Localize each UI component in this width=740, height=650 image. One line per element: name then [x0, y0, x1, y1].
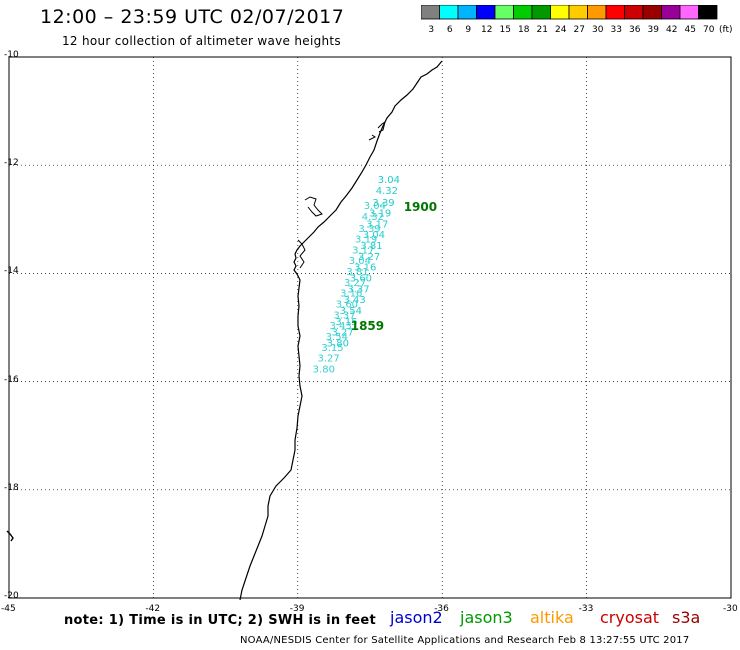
footer-note: note: 1) Time is in UTC; 2) SWH is in fe…: [64, 613, 376, 628]
wave-height-label: 3.27: [358, 252, 380, 263]
wave-height-label: 3.60: [350, 274, 372, 285]
coastline: [239, 60, 443, 601]
scale-unit-label: (ft): [719, 25, 733, 35]
altimeter-track: 3.044.323.393.193.173.043.813.273.163.60…: [313, 175, 400, 375]
scale-tick-label: 39: [648, 25, 660, 35]
scale-tick-label: 15: [500, 25, 511, 35]
scale-tick-label: 3: [428, 25, 434, 35]
scale-tick-label: 9: [465, 25, 471, 35]
wave-height-label: 3.81: [360, 241, 382, 252]
scale-tick-label: 70: [703, 25, 715, 35]
wave-height-label: 3.27: [331, 328, 353, 339]
wave-height-label: 3.54: [326, 332, 348, 343]
scale-tick-label: 12: [481, 25, 492, 35]
satellite-jason2: jason2: [390, 608, 443, 627]
wave-height-label: 3.04: [378, 175, 400, 186]
satellite-s3a: s3a: [672, 608, 701, 627]
lat-tick-label: -12: [4, 158, 19, 169]
scale-tick-label: 33: [611, 25, 622, 35]
wave-height-label: 3.37: [347, 284, 369, 295]
lon-tick-label: -30: [723, 604, 738, 614]
satellite-cryosat: cryosat: [600, 608, 660, 627]
lon-tick-label: -33: [578, 604, 594, 614]
wave-height-label: 3.80: [313, 364, 335, 375]
pass-time-label: 1900: [404, 200, 437, 214]
wave-height-label: 3.16: [340, 289, 362, 300]
wave-height-color-scale: 3 6 9 12 15 18 21 24 27 30 33 36 39 42 45 70 (ft): [421, 5, 733, 35]
wave-height-label: 3.27: [344, 278, 366, 289]
wave-height-label: 4.32: [376, 186, 398, 197]
lat-tick-label: -20: [4, 591, 19, 601]
scale-tick-label: 6: [447, 25, 453, 35]
lat-lon-grid: [9, 57, 731, 598]
wave-height-label: 3.27: [317, 354, 339, 365]
scale-tick-label: 42: [666, 25, 677, 35]
wave-height-label: 3.19: [369, 209, 391, 220]
map-title: 12:00 – 23:59 UTC 02/07/2017: [40, 6, 345, 28]
wave-height-label: 3.60: [336, 300, 358, 311]
scale-tick-label: 45: [685, 25, 696, 35]
wave-height-label: 3.04: [363, 230, 385, 241]
lon-tick-label: -45: [1, 604, 16, 614]
wave-height-label: 3.19: [355, 235, 377, 246]
satellite-jason3: jason3: [460, 608, 513, 627]
map-subtitle: 12 hour collection of altimeter wave hei…: [62, 34, 341, 48]
wave-height-label: 3.16: [354, 263, 376, 274]
lat-tick-label: -10: [4, 50, 19, 60]
island-marker: [6, 530, 14, 542]
wave-height-label: 3.81: [346, 267, 368, 278]
scale-tick-label: 30: [592, 25, 604, 35]
scale-tick-label: 24: [555, 25, 567, 35]
lon-tick-label: -36: [434, 604, 449, 614]
scale-tick-label: 18: [518, 25, 530, 35]
lat-tick-label: -16: [4, 374, 19, 385]
satellite-altika: altika: [530, 608, 574, 627]
wave-height-label: 3.04: [364, 201, 386, 212]
map-frame: [8, 56, 732, 599]
wave-height-label: 3.39: [372, 198, 394, 209]
wave-height-label: 3.80: [327, 338, 349, 349]
wave-height-label: 3.37: [333, 310, 355, 321]
wave-height-label: 3.15: [321, 343, 343, 354]
lat-tick-label: -18: [4, 482, 19, 493]
wave-height-label: 3.17: [352, 245, 374, 256]
credit-line: NOAA/NESDIS Center for Satellite Applica…: [240, 635, 690, 646]
lon-tick-label: -39: [289, 604, 305, 614]
pass-time-label: 1859: [351, 319, 384, 333]
scale-swatch: [698, 5, 718, 20]
lat-tick-label: -14: [4, 266, 19, 277]
wave-height-label: 3.43: [330, 321, 352, 332]
wave-height-label: 4.32: [362, 212, 384, 223]
wave-height-label: 3.15: [335, 317, 357, 328]
wave-height-label: 3.17: [366, 219, 388, 230]
wave-height-label: 3.54: [340, 306, 362, 317]
scale-tick-label: 21: [537, 25, 548, 35]
wave-height-label: 3.43: [344, 295, 366, 306]
wave-height-label: 3.39: [358, 224, 380, 235]
coastline-bay-detail: [297, 120, 386, 269]
scale-tick-label: 36: [629, 25, 641, 35]
wave-height-label: 3.04: [349, 256, 371, 267]
scale-tick-label: 27: [574, 25, 585, 35]
time-labels: 1900 1859: [351, 200, 437, 333]
lon-tick-label: -42: [145, 604, 161, 614]
